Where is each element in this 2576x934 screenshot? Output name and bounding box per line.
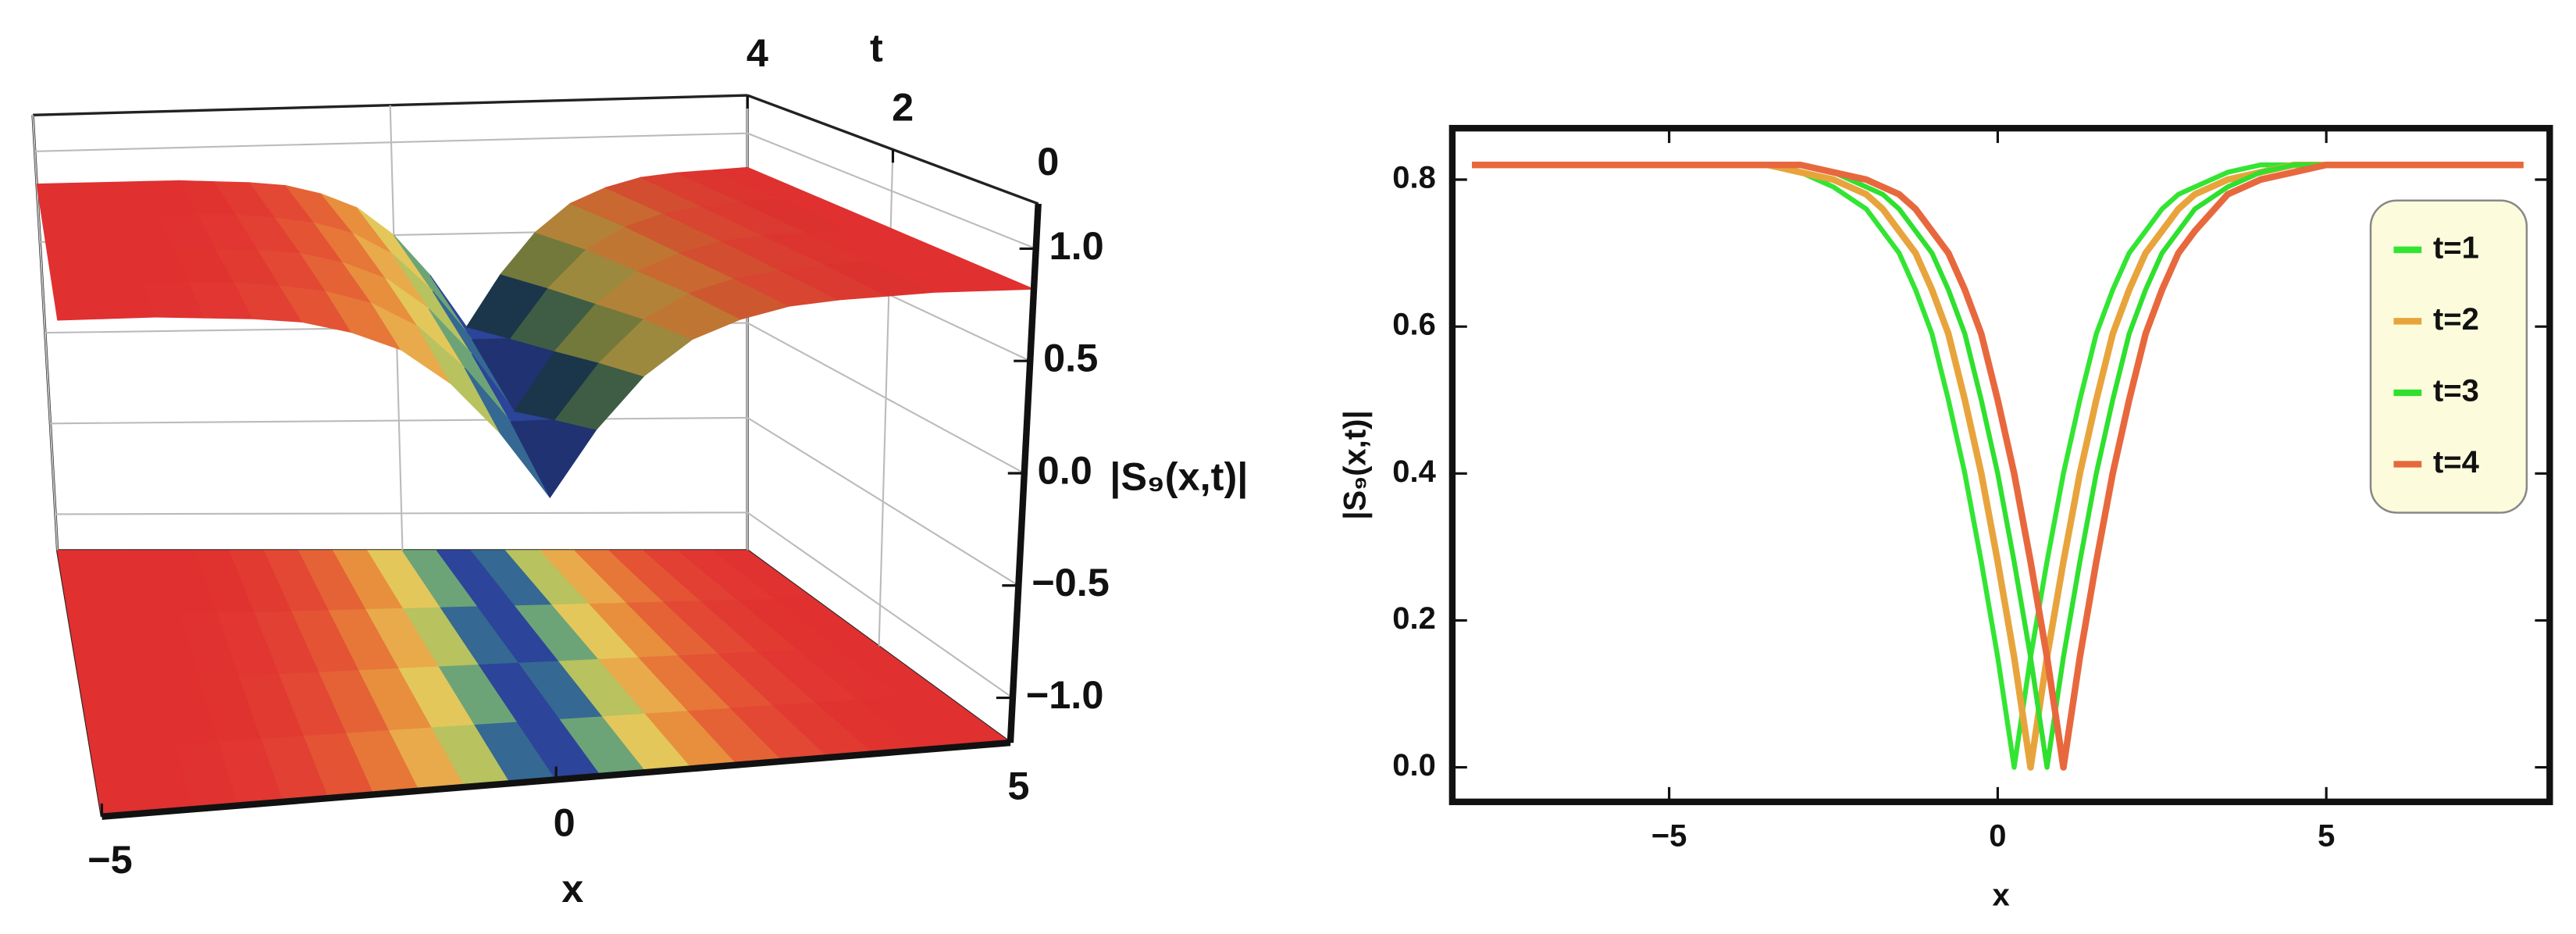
surface-panel: −1.0 −0.5 0.0 0.5 1.0 0 2 4 −5 0 5 x t |S₉(x,t)| bbox=[31, 26, 1248, 911]
x-tick-label: −5 bbox=[87, 837, 133, 882]
surface-cell bbox=[916, 258, 1035, 291]
x-tick-label: 0 bbox=[1989, 819, 2006, 854]
z-tick-label: 1.0 bbox=[1049, 223, 1104, 268]
legend-label: t=4 bbox=[2433, 445, 2480, 479]
line-panel: 0.0 0.2 0.4 0.6 0.8 −5 0 5 t=1 t=2 t=3 t=4 x |S₉(x,t)… bbox=[1338, 124, 2553, 912]
legend-label: t=3 bbox=[2433, 373, 2479, 408]
series-line bbox=[1472, 162, 2524, 770]
grid-line bbox=[55, 512, 748, 515]
t-tick-label: 4 bbox=[746, 30, 768, 75]
y-tick-label: 0.6 bbox=[1392, 308, 1436, 342]
x-tick-label: 5 bbox=[1007, 763, 1029, 807]
x-axis-label: x bbox=[1992, 878, 2009, 912]
z-axis-label: |S₉(x,t)| bbox=[1110, 455, 1248, 500]
x-tick-label: −5 bbox=[1651, 819, 1687, 854]
grid-line bbox=[50, 416, 748, 425]
surface-cell bbox=[52, 284, 107, 321]
legend-label: t=2 bbox=[2433, 302, 2479, 337]
y-tick-label: 0.2 bbox=[1392, 601, 1436, 636]
z-tick-label: 0.5 bbox=[1043, 336, 1098, 380]
grid-line bbox=[34, 132, 748, 152]
legend-label: t=1 bbox=[2433, 230, 2479, 265]
t-tick-label: 2 bbox=[892, 84, 914, 129]
t-tick-label: 0 bbox=[1037, 139, 1059, 184]
plot-frame bbox=[1448, 124, 2553, 805]
legend-box bbox=[2369, 199, 2528, 514]
series-line bbox=[1472, 161, 2524, 771]
x-tick-label: 0 bbox=[554, 800, 575, 845]
series-line bbox=[1472, 161, 2524, 771]
z-tick-label: 0.0 bbox=[1038, 447, 1092, 492]
y-tick-label: 0.8 bbox=[1392, 161, 1436, 195]
z-tick-label: −0.5 bbox=[1031, 560, 1110, 604]
y-tick-label: 0.0 bbox=[1392, 748, 1436, 782]
y-axis-label: |S₉(x,t)| bbox=[1338, 410, 1372, 519]
x-axis-label: x bbox=[561, 866, 583, 911]
y-tick-label: 0.4 bbox=[1392, 455, 1436, 489]
x-tick-label: 5 bbox=[2318, 819, 2335, 854]
z-tick-label: −1.0 bbox=[1026, 672, 1104, 717]
t-axis-label: t bbox=[870, 26, 883, 70]
